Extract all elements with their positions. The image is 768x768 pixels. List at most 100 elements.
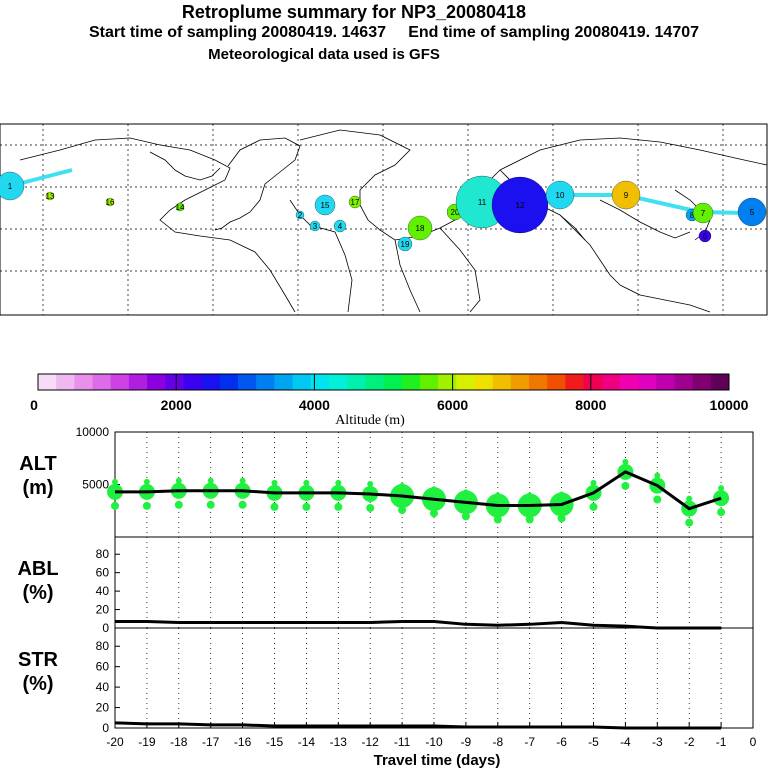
alt-scatter-point (622, 458, 629, 465)
alt-scatter-point (686, 495, 693, 502)
plume-label: 1 (8, 182, 13, 191)
series-line-alt (115, 470, 722, 511)
x-tick-label: -1 (716, 735, 727, 749)
x-tick-label: -3 (652, 735, 663, 749)
plume-circle (45, 191, 55, 201)
colorbar-swatch (547, 374, 566, 390)
colorbar-frame (37, 373, 730, 391)
colorbar-swatch (147, 374, 166, 390)
alt-scatter-point (525, 515, 534, 524)
x-tick-label: -19 (138, 735, 156, 749)
colorbar-swatch (238, 374, 257, 390)
plume-label: 5 (750, 208, 755, 217)
plume-circle (545, 180, 575, 210)
colorbar-label: Altitude (m) (335, 413, 405, 428)
plume-circle (309, 220, 321, 232)
plume-circle (407, 215, 433, 241)
colorbar-swatch (365, 374, 384, 390)
y-axis-label: (m) (22, 477, 53, 499)
plume-circle (737, 197, 767, 227)
alt-scatter-point (526, 492, 533, 499)
y-tick-label: 80 (96, 547, 110, 561)
alt-scatter-point (207, 477, 214, 484)
plume-label: 18 (416, 224, 425, 233)
y-axis-label: ABL (17, 558, 58, 580)
plume-circles: 1 13 16 14 15 17 18 19 20 11 12 10 9 8 7 6 5 4 3 2 (0, 168, 767, 252)
colorbar-swatch (565, 374, 585, 390)
x-tick-label: -20 (106, 735, 124, 749)
colorbar-swatch (347, 374, 366, 390)
plot-title: Retroplume summary for NP3_20080418 (181, 2, 527, 22)
series-line-str (114, 721, 722, 730)
plume-label: 13 (46, 192, 55, 201)
plume-circle (698, 229, 712, 243)
colorbar-swatch (674, 374, 694, 390)
y-tick-label: 40 (96, 584, 110, 598)
panel-alt: 5000 10000 ALT(m) (19, 425, 754, 538)
colorbar-swatch (328, 374, 348, 390)
colorbar-swatch (274, 374, 294, 390)
x-axis-label: Travel time (days) (374, 752, 501, 768)
alt-scatter-point (494, 492, 501, 499)
plume-circle (175, 202, 185, 212)
alt-scatter-point (493, 515, 502, 524)
colorbar-swatch (165, 374, 184, 390)
y-tick-label: 80 (96, 639, 110, 653)
alt-scatter-point (398, 506, 407, 515)
alt-scatter-point (590, 479, 597, 486)
colorbar-swatch (619, 374, 639, 390)
plume-label: 8 (690, 211, 695, 220)
plume-circle (314, 194, 336, 216)
alt-scatter-point (558, 491, 565, 498)
plume-circle (348, 195, 362, 209)
colorbar-swatch (383, 374, 403, 390)
colorbar-swatch (110, 374, 130, 390)
x-tick-label: -17 (202, 735, 220, 749)
plume-circle (295, 210, 305, 220)
colorbar-swatch (692, 374, 712, 390)
x-tick-label: -5 (588, 735, 599, 749)
plume-circle (692, 202, 714, 224)
alt-scatter-point (238, 500, 247, 509)
coastlines (19, 129, 768, 313)
colorbar-tick-label: 0 (30, 397, 38, 413)
plume-label: 17 (351, 198, 360, 207)
alt-scatter-point (399, 483, 406, 490)
alt-scatter-point (621, 481, 630, 490)
x-tick-label: -14 (298, 735, 316, 749)
plume-circle (611, 180, 641, 210)
y-tick-label: 10000 (76, 425, 110, 439)
colorbar-tick-label: 6000 (437, 397, 468, 413)
x-tick-label: 0 (750, 735, 757, 749)
x-tick-label: -2 (684, 735, 695, 749)
colorbar-swatch (128, 374, 148, 390)
x-tick-label: -8 (492, 735, 503, 749)
colorbar-swatch (310, 374, 330, 390)
plume-label: 10 (556, 191, 565, 200)
colorbar-swatch (401, 374, 421, 390)
plume-label: 16 (106, 198, 115, 207)
x-tick-label: -4 (620, 735, 631, 749)
series-line-abl (115, 620, 722, 630)
alt-scatter-point (462, 489, 469, 496)
colorbar-swatch (474, 374, 494, 390)
colorbar-swatch (183, 374, 203, 390)
alt-scatter-point (143, 478, 150, 485)
x-tick-label: -15 (266, 735, 284, 749)
x-tick-label: -12 (362, 735, 380, 749)
colorbar-swatch (92, 374, 112, 390)
plume-label: 11 (478, 198, 487, 207)
alt-scatter-point (270, 502, 279, 511)
x-tick-label: -11 (394, 735, 411, 749)
x-tick-label: -6 (556, 735, 567, 749)
plume-label: 12 (516, 201, 525, 210)
panel-str: 0 20 40 60 80 STR(%) (18, 627, 754, 735)
colorbar-swatch (419, 374, 439, 390)
alt-scatter-point (239, 477, 246, 484)
y-axis-label: STR (18, 649, 59, 671)
panel-abl: 0 20 40 60 80 ABL(%) (17, 536, 754, 635)
y-axis-label: (%) (22, 673, 53, 695)
plume-label: 14 (176, 203, 185, 212)
colorbar-swatch (656, 374, 675, 390)
